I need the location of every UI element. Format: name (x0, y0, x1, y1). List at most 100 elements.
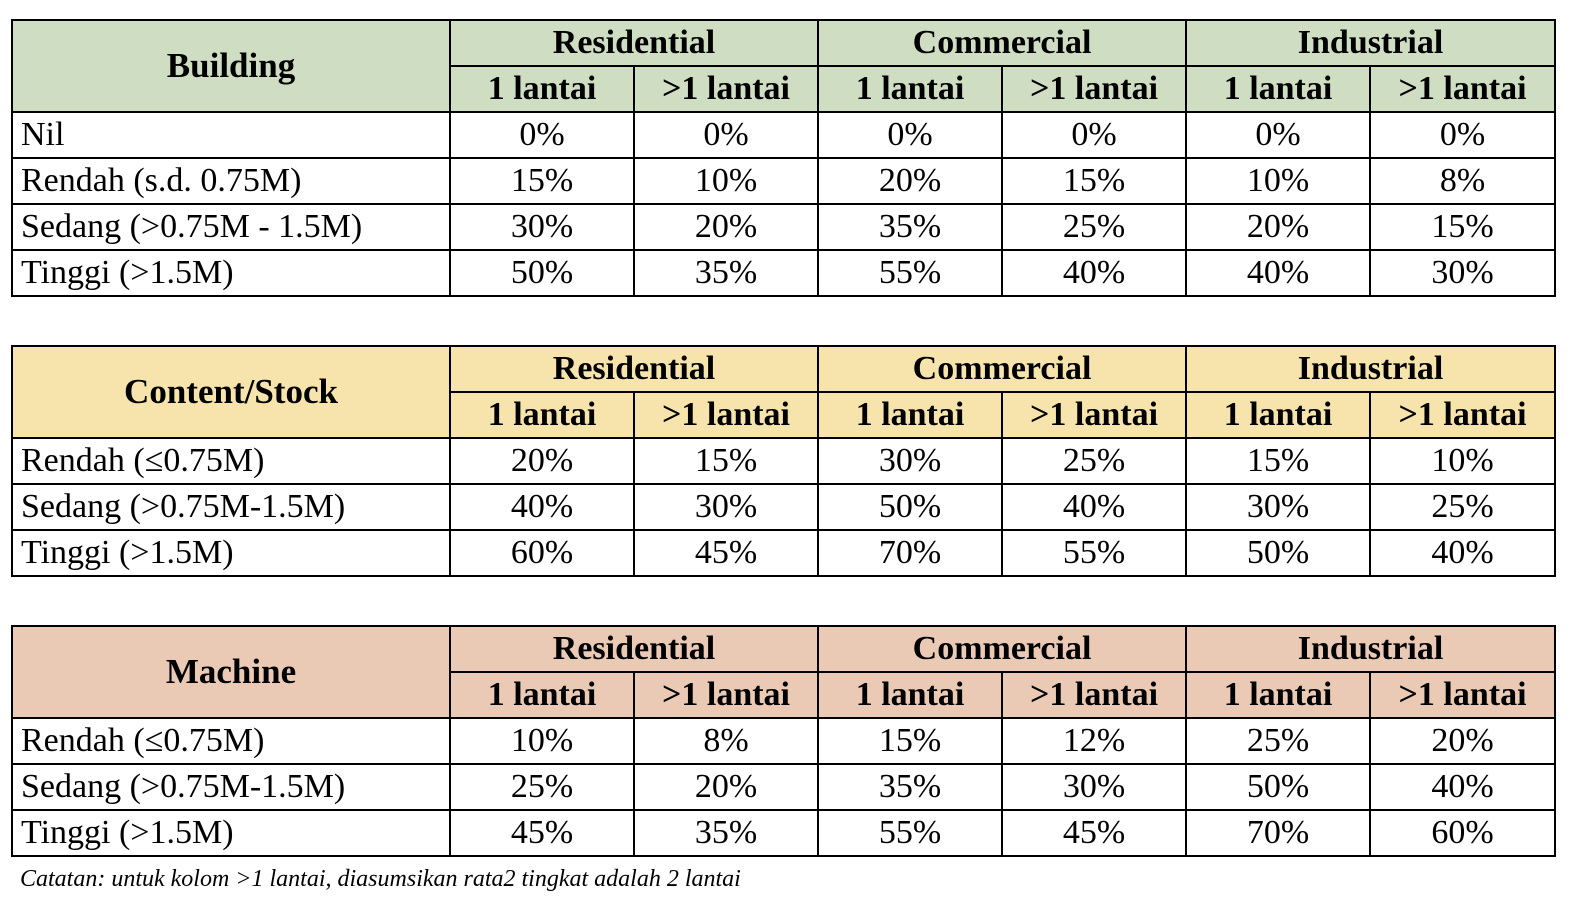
table-row: Sedang (>0.75M-1.5M) 25% 20% 35% 30% 50%… (11, 763, 1557, 811)
table-cell: 15% (449, 157, 635, 205)
subheader: >1 lantai (1369, 671, 1557, 719)
table-cell: 30% (1185, 483, 1372, 531)
table-cell: 30% (1001, 763, 1188, 811)
table-cell: 40% (1185, 249, 1372, 297)
subheader: 1 lantai (449, 391, 635, 439)
table-cell: 55% (817, 249, 1004, 297)
table-cell: 25% (449, 763, 635, 811)
group-header-commercial: Commercial (817, 625, 1188, 673)
table-cell: 50% (1185, 763, 1372, 811)
table-cell: 15% (632, 437, 820, 485)
table-cell: 45% (1001, 809, 1188, 857)
subheader: >1 lantai (1369, 65, 1557, 113)
subheader: 1 lantai (449, 65, 635, 113)
table-title: Content/Stock (11, 345, 451, 439)
subheader: 1 lantai (1185, 65, 1372, 113)
table-row: Tinggi (>1.5M) 45% 35% 55% 45% 70% 60% (11, 809, 1557, 857)
table-cell: 30% (632, 483, 820, 531)
subheader: >1 lantai (632, 671, 820, 719)
table-cell: 70% (1185, 809, 1372, 857)
table-cell: 40% (449, 483, 635, 531)
table-cell: 20% (449, 437, 635, 485)
row-label: Sedang (>0.75M - 1.5M) (11, 203, 451, 251)
table-cell: 0% (817, 111, 1004, 159)
table-cell: 45% (632, 529, 820, 577)
content-stock-table: Content/Stock Residential Commercial Ind… (11, 345, 1557, 577)
subheader: >1 lantai (1001, 391, 1188, 439)
group-header-industrial: Industrial (1185, 345, 1557, 393)
table-title: Building (11, 19, 451, 113)
table-cell: 10% (449, 717, 635, 765)
row-label: Rendah (≤0.75M) (11, 717, 451, 765)
table-cell: 30% (449, 203, 635, 251)
table-cell: 55% (1001, 529, 1188, 577)
table-cell: 10% (1185, 157, 1372, 205)
table-cell: 10% (1369, 437, 1557, 485)
group-header-industrial: Industrial (1185, 625, 1557, 673)
table-cell: 15% (1185, 437, 1372, 485)
table-cell: 35% (632, 249, 820, 297)
table-cell: 8% (1369, 157, 1557, 205)
table-cell: 60% (1369, 809, 1557, 857)
group-header-commercial: Commercial (817, 345, 1188, 393)
footnote: Catatan: untuk kolom >1 lantai, diasumsi… (20, 866, 741, 892)
table-cell: 40% (1001, 483, 1188, 531)
table-cell: 40% (1001, 249, 1188, 297)
table-row: Rendah (s.d. 0.75M) 15% 10% 20% 15% 10% … (11, 157, 1557, 205)
table-cell: 70% (817, 529, 1004, 577)
row-label: Rendah (≤0.75M) (11, 437, 451, 485)
table-cell: 40% (1369, 529, 1557, 577)
subheader: 1 lantai (449, 671, 635, 719)
row-label: Tinggi (>1.5M) (11, 529, 451, 577)
table-cell: 10% (632, 157, 820, 205)
row-label: Tinggi (>1.5M) (11, 249, 451, 297)
subheader: >1 lantai (1001, 671, 1188, 719)
table-cell: 40% (1369, 763, 1557, 811)
subheader: >1 lantai (1001, 65, 1188, 113)
group-header-industrial: Industrial (1185, 19, 1557, 67)
table-cell: 50% (1185, 529, 1372, 577)
row-label: Rendah (s.d. 0.75M) (11, 157, 451, 205)
table-cell: 30% (1369, 249, 1557, 297)
table-title: Machine (11, 625, 451, 719)
table-cell: 50% (449, 249, 635, 297)
table-row: Sedang (>0.75M-1.5M) 40% 30% 50% 40% 30%… (11, 483, 1557, 531)
table-cell: 20% (1185, 203, 1372, 251)
subheader: >1 lantai (1369, 391, 1557, 439)
subheader: 1 lantai (1185, 671, 1372, 719)
table-cell: 12% (1001, 717, 1188, 765)
table-row: Rendah (≤0.75M) 10% 8% 15% 12% 25% 20% (11, 717, 1557, 765)
table-cell: 8% (632, 717, 820, 765)
subheader: 1 lantai (817, 65, 1004, 113)
group-header-commercial: Commercial (817, 19, 1188, 67)
table-cell: 15% (817, 717, 1004, 765)
table-row: Nil 0% 0% 0% 0% 0% 0% (11, 111, 1557, 159)
table-row: Rendah (≤0.75M) 20% 15% 30% 25% 15% 10% (11, 437, 1557, 485)
table-cell: 20% (1369, 717, 1557, 765)
subheader: >1 lantai (632, 391, 820, 439)
row-label: Sedang (>0.75M-1.5M) (11, 763, 451, 811)
table-cell: 25% (1001, 203, 1188, 251)
group-header-residential: Residential (448, 625, 820, 673)
subheader: >1 lantai (632, 65, 820, 113)
machine-table: Machine Residential Commercial Industria… (11, 625, 1557, 857)
row-label: Tinggi (>1.5M) (11, 809, 451, 857)
table-cell: 20% (632, 763, 820, 811)
table-row: Tinggi (>1.5M) 50% 35% 55% 40% 40% 30% (11, 249, 1557, 297)
table-cell: 20% (632, 203, 820, 251)
subheader: 1 lantai (1185, 391, 1372, 439)
table-cell: 15% (1001, 157, 1188, 205)
table-cell: 0% (1185, 111, 1372, 159)
table-row: Tinggi (>1.5M) 60% 45% 70% 55% 50% 40% (11, 529, 1557, 577)
building-table: Building Residential Commercial Industri… (11, 19, 1557, 297)
table-cell: 30% (817, 437, 1004, 485)
table-cell: 25% (1001, 437, 1188, 485)
table-cell: 0% (1369, 111, 1557, 159)
table-cell: 0% (632, 111, 820, 159)
table-cell: 0% (1001, 111, 1188, 159)
table-cell: 50% (817, 483, 1004, 531)
table-cell: 25% (1185, 717, 1372, 765)
table-cell: 25% (1369, 483, 1557, 531)
group-header-residential: Residential (448, 19, 820, 67)
table-cell: 35% (817, 763, 1004, 811)
